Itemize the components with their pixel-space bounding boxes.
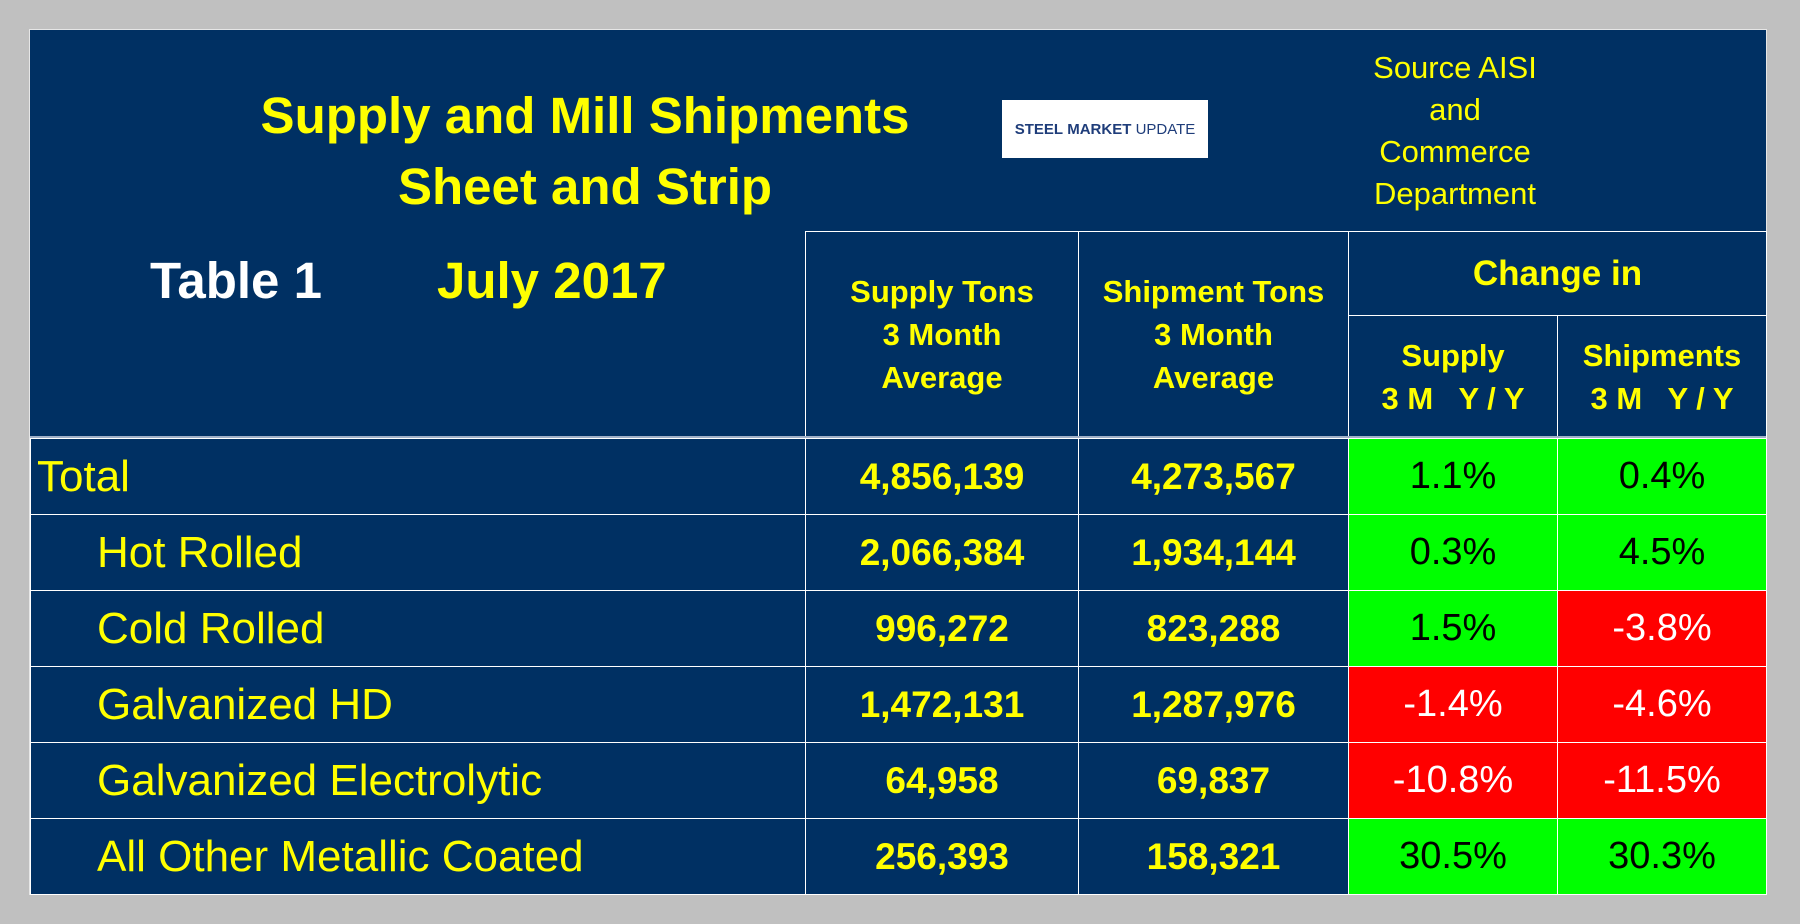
source-line: Commerce: [1379, 134, 1531, 169]
change-cell: 30.3%: [1557, 818, 1767, 895]
change-cell: 0.4%: [1557, 438, 1767, 515]
source-line: and: [1429, 92, 1481, 127]
number-cell: 996,272: [805, 590, 1079, 667]
change-cell: 30.5%: [1348, 818, 1558, 895]
number-cell: 4,273,567: [1078, 438, 1349, 515]
source-line: Department: [1374, 176, 1536, 211]
number-cell: 823,288: [1078, 590, 1349, 667]
header-line: Supply Tons: [850, 274, 1034, 309]
header-line: 3 M Y / Y: [1590, 380, 1734, 416]
header-line: Average: [1152, 360, 1275, 395]
header-rule: [30, 436, 1766, 439]
number-cell: 4,856,139: [805, 438, 1079, 515]
row-label: Galvanized Electrolytic: [30, 742, 806, 819]
row-label: Cold Rolled: [30, 590, 806, 667]
number-cell: 1,287,976: [1078, 666, 1349, 743]
title: Supply and Mill Shipments Sheet and Stri…: [120, 80, 1050, 222]
header-text: Supply Tons 3 Month Average: [850, 270, 1034, 399]
number-cell: 256,393: [805, 818, 1079, 895]
change-cell: 1.5%: [1348, 590, 1558, 667]
change-cell: -3.8%: [1557, 590, 1767, 667]
logo: STEEL MARKET UPDATE: [1002, 100, 1208, 158]
number-cell: 1,472,131: [805, 666, 1079, 743]
column-header: Supply 3 M Y / Y: [1348, 315, 1558, 438]
header-line: 3 Month: [1154, 317, 1273, 352]
change-cell: 0.3%: [1348, 514, 1558, 591]
header-line: Supply: [1401, 337, 1505, 373]
header-line: 3 M Y / Y: [1381, 380, 1525, 416]
logo-text: UPDATE: [1135, 120, 1196, 138]
header-line: 3 Month: [882, 317, 1002, 352]
number-cell: 1,934,144: [1078, 514, 1349, 591]
column-header: Supply Tons 3 Month Average: [805, 231, 1079, 438]
row-label: Total: [30, 438, 806, 515]
title-line: Supply and Mill Shipments: [260, 87, 910, 144]
column-header: Shipments 3 M Y / Y: [1557, 315, 1767, 438]
table-panel: Supply and Mill Shipments Sheet and Stri…: [29, 29, 1767, 895]
number-cell: 69,837: [1078, 742, 1349, 819]
date: July 2017: [437, 252, 667, 309]
source: Source AISI and Commerce Department: [1330, 47, 1580, 215]
change-cell: -11.5%: [1557, 742, 1767, 819]
header-line: Average: [881, 360, 1003, 395]
source-line: Source AISI: [1373, 50, 1537, 85]
header-line: Shipment Tons: [1102, 274, 1325, 309]
column-header: Shipment Tons 3 Month Average: [1078, 231, 1349, 438]
number-cell: 158,321: [1078, 818, 1349, 895]
change-cell: 1.1%: [1348, 438, 1558, 515]
change-cell: -4.6%: [1557, 666, 1767, 743]
header-text: Shipment Tons 3 Month Average: [1103, 270, 1325, 399]
change-cell: -10.8%: [1348, 742, 1558, 819]
header-text: Shipments 3 M Y / Y: [1583, 334, 1741, 420]
table-label: Table 1: [150, 252, 322, 309]
logo-text: MARKET: [1067, 120, 1132, 138]
change-cell: 4.5%: [1557, 514, 1767, 591]
change-header: Change in: [1348, 231, 1767, 316]
row-label: Hot Rolled: [30, 514, 806, 591]
change-cell: -1.4%: [1348, 666, 1558, 743]
row-label: Galvanized HD: [30, 666, 806, 743]
header-text: Supply 3 M Y / Y: [1381, 334, 1524, 420]
logo-text: STEEL: [1014, 120, 1064, 138]
row-label: All Other Metallic Coated: [30, 818, 806, 895]
title-line: Sheet and Strip: [397, 158, 773, 215]
number-cell: 2,066,384: [805, 514, 1079, 591]
header-line: Shipments: [1582, 337, 1742, 373]
number-cell: 64,958: [805, 742, 1079, 819]
